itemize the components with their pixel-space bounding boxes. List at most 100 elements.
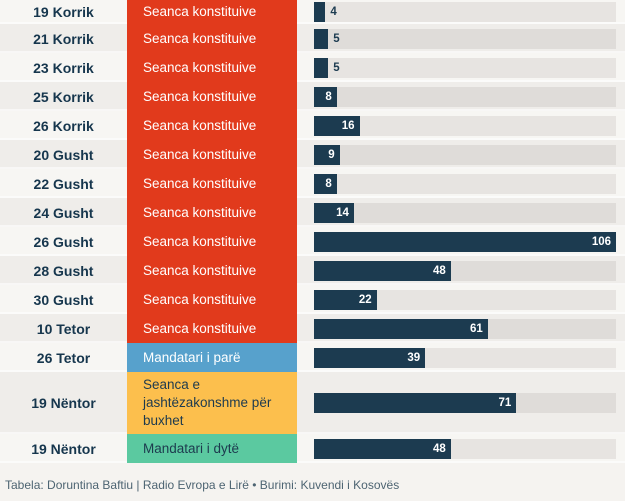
value-bar: 71 — [314, 393, 517, 413]
table-row: 28 Gusht Seanca konstituive 48 — [0, 256, 625, 285]
table-row: 25 Korrik Seanca konstituive 8 — [0, 82, 625, 111]
session-type-label: Seanca konstituive — [127, 198, 297, 227]
value-label: 8 — [325, 177, 332, 190]
date-label: 19 Korrik — [0, 0, 127, 24]
bar-track: 14 — [314, 202, 616, 223]
bar-cell: 39 — [297, 343, 625, 372]
value-bar — [314, 2, 326, 22]
value-label: 71 — [498, 397, 512, 409]
date-label: 26 Korrik — [0, 111, 127, 140]
table-row: 19 Korrik Seanca konstituive 4 — [0, 0, 625, 24]
session-type-label: Seanca konstituive — [127, 256, 297, 285]
value-bar: 106 — [314, 231, 616, 252]
bar-track: 71 — [314, 393, 616, 413]
table-row: 26 Korrik Seanca konstituive 16 — [0, 111, 625, 140]
session-type-label: Seanca e jashtëzakonshme për buxhet — [127, 372, 297, 434]
bar-track: 9 — [314, 144, 616, 165]
bar-cell: 9 — [297, 140, 625, 169]
value-label: 22 — [358, 293, 372, 306]
date-label: 30 Gusht — [0, 285, 127, 314]
value-label: 48 — [432, 442, 446, 455]
value-bar: 39 — [314, 347, 426, 368]
value-bar: 48 — [314, 260, 451, 281]
date-label: 26 Tetor — [0, 343, 127, 372]
value-bar: 14 — [314, 202, 354, 223]
bar-track: 39 — [314, 347, 616, 368]
date-label: 19 Nëntor — [0, 372, 127, 434]
bar-track: 4 — [314, 2, 616, 22]
bar-track: 5 — [314, 57, 616, 78]
session-type-label: Seanca konstituive — [127, 111, 297, 140]
table-row: 19 Nëntor Seanca e jashtëzakonshme për bu… — [0, 372, 625, 434]
value-bar: 48 — [314, 438, 451, 459]
session-table: 19 Korrik Seanca konstituive 4 21 Korrik Sea… — [0, 0, 625, 463]
value-bar: 9 — [314, 144, 340, 165]
bar-track: 8 — [314, 173, 616, 194]
session-type-label: Mandatari i parë — [127, 343, 297, 372]
bar-track: 61 — [314, 318, 616, 339]
date-label: 25 Korrik — [0, 82, 127, 111]
value-label: 16 — [341, 119, 355, 132]
date-label: 28 Gusht — [0, 256, 127, 285]
date-label: 21 Korrik — [0, 24, 127, 53]
bar-cell: 8 — [297, 82, 625, 111]
bar-cell: 14 — [297, 198, 625, 227]
date-label: 19 Nëntor — [0, 434, 127, 463]
table-row: 20 Gusht Seanca konstituive 9 — [0, 140, 625, 169]
date-label: 20 Gusht — [0, 140, 127, 169]
bar-track: 5 — [314, 28, 616, 49]
table-row: 26 Tetor Mandatari i parë 39 — [0, 343, 625, 372]
session-type-label: Seanca konstituive — [127, 169, 297, 198]
value-bar: 8 — [314, 173, 337, 194]
date-label: 24 Gusht — [0, 198, 127, 227]
date-label: 23 Korrik — [0, 53, 127, 82]
bar-track: 48 — [314, 438, 616, 459]
value-label: 4 — [330, 6, 337, 18]
session-type-label: Mandatari i dytë — [127, 434, 297, 463]
value-label: 39 — [407, 351, 421, 364]
bar-cell: 4 — [297, 0, 625, 24]
table-row: 24 Gusht Seanca konstituive 14 — [0, 198, 625, 227]
bar-track: 106 — [314, 231, 616, 252]
session-type-label: Seanca konstituive — [127, 285, 297, 314]
session-type-label: Seanca konstituive — [127, 24, 297, 53]
date-label: 26 Gusht — [0, 227, 127, 256]
value-bar: 22 — [314, 289, 377, 310]
value-label: 8 — [325, 90, 332, 103]
bar-track: 16 — [314, 115, 616, 136]
bar-cell: 5 — [297, 24, 625, 53]
table-row: 26 Gusht Seanca konstituive 106 — [0, 227, 625, 256]
date-label: 10 Tetor — [0, 314, 127, 343]
table-row: 21 Korrik Seanca konstituive 5 — [0, 24, 625, 53]
table-row: 22 Gusht Seanca konstituive 8 — [0, 169, 625, 198]
value-label: 9 — [328, 148, 335, 161]
value-label: 5 — [333, 32, 340, 45]
credits-line: Tabela: Doruntina Baftiu | Radio Evropa … — [5, 478, 400, 492]
value-label: 5 — [333, 61, 340, 74]
bar-cell: 48 — [297, 434, 625, 463]
session-type-label: Seanca konstituive — [127, 314, 297, 343]
session-type-label: Seanca konstituive — [127, 227, 297, 256]
session-type-label: Seanca konstituive — [127, 0, 297, 24]
session-type-label: Seanca konstituive — [127, 82, 297, 111]
table-row: 10 Tetor Seanca konstituive 61 — [0, 314, 625, 343]
value-bar: 8 — [314, 86, 337, 107]
session-type-label: Seanca konstituive — [127, 140, 297, 169]
bar-cell: 61 — [297, 314, 625, 343]
bar-cell: 16 — [297, 111, 625, 140]
bar-cell: 5 — [297, 53, 625, 82]
date-label: 22 Gusht — [0, 169, 127, 198]
value-label: 61 — [469, 322, 483, 335]
value-label: 48 — [432, 264, 446, 277]
bar-track: 48 — [314, 260, 616, 281]
table-row: 23 Korrik Seanca konstituive 5 — [0, 53, 625, 82]
bar-cell: 106 — [297, 227, 625, 256]
bar-track: 22 — [314, 289, 616, 310]
value-bar — [314, 57, 329, 78]
session-type-label: Seanca konstituive — [127, 53, 297, 82]
value-label: 14 — [336, 206, 349, 219]
value-bar: 16 — [314, 115, 360, 136]
value-bar: 61 — [314, 318, 488, 339]
value-bar — [314, 28, 329, 49]
